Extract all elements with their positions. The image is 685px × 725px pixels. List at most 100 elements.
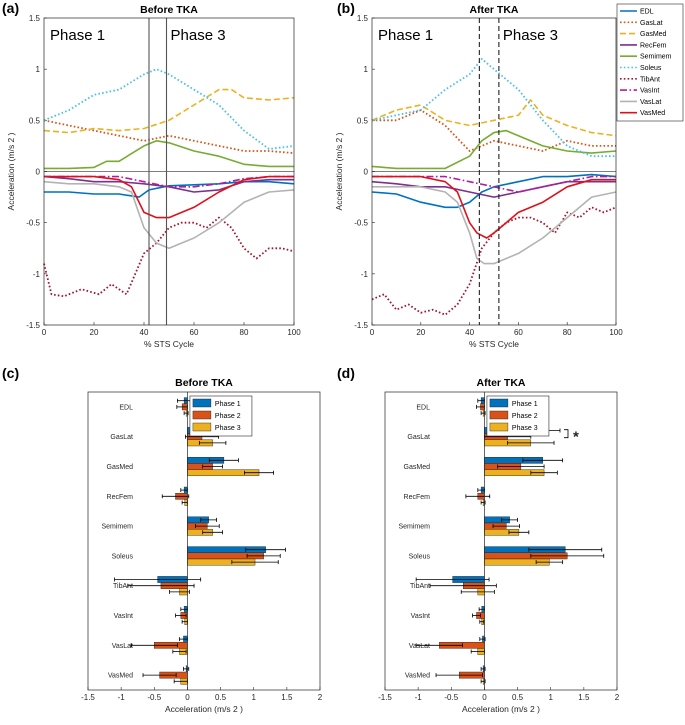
axes-frame	[371, 17, 617, 326]
legend-label-phase-2: Phase 2	[215, 413, 241, 420]
category-label-soleus: Soleus	[409, 553, 431, 560]
panel-a-line-chart: 0 20 40 60 80 100 1.5 1 0.5 0 -0.5 -1 -1.5 Phase 1 Pha…	[6, 4, 301, 349]
x-tick-label: 0.5	[512, 693, 524, 702]
legend-label-phase-2: Phase 2	[512, 413, 538, 420]
y-tick-label: -1	[361, 270, 369, 279]
category-label-gasmed: GasMed	[107, 464, 134, 471]
x-tick-label: 2	[615, 693, 620, 702]
series-line-gaslat	[43, 119, 295, 154]
category-label-gaslat: GasLat	[407, 434, 430, 441]
significance-asterisk: *	[573, 429, 579, 446]
category-label-vasmed: VasMed	[108, 673, 133, 680]
x-tick-label: -1.5	[81, 693, 95, 702]
axes-frame	[384, 391, 618, 691]
x-tick-label: 20	[416, 328, 425, 337]
legend-label-phase-1: Phase 1	[215, 401, 241, 408]
chart-title: Before TKA	[140, 4, 198, 16]
category-label-gasmed: GasMed	[404, 464, 431, 471]
x-tick-label: 80	[563, 328, 572, 337]
x-tick-label: 1.5	[578, 693, 590, 702]
x-tick-label: 1.5	[281, 693, 293, 702]
panel-c-bar-chart: -1.5 -1 -0.5 0 0.5 1 1.5 2 EDL GasLat GasMed RecFem…	[81, 377, 323, 714]
phase-1-label: Phase 1	[50, 27, 105, 44]
y-tick-label: -1.5	[354, 321, 368, 330]
category-label-edl: EDL	[119, 404, 133, 411]
legend-label-vaslat: VasLat	[640, 99, 661, 106]
category-label-semimem: Semimem	[101, 524, 133, 531]
y-axis-label: Acceleration (m/s 2 )	[334, 132, 344, 210]
y-tick-label: 1.5	[357, 14, 369, 23]
y-axis-label: Acceleration (m/s 2 )	[6, 132, 16, 210]
category-label-vaslat: VasLat	[112, 643, 133, 650]
x-tick-label: 40	[140, 328, 149, 337]
legend-swatch-phase-3	[489, 422, 509, 432]
series-legend: EDL GasLat GasMed RecFem Semimem Soleus TibAnt…	[616, 3, 684, 122]
category-label-vaslat: VasLat	[409, 643, 430, 650]
legend-swatch-phase-1	[192, 398, 212, 408]
series-line-semimem	[371, 129, 617, 170]
x-tick-label: 0	[370, 328, 375, 337]
x-tick-label: 0.5	[215, 693, 227, 702]
x-tick-label: 100	[609, 328, 623, 337]
y-tick-label: 0.5	[357, 116, 369, 125]
chart-title: After TKA	[477, 377, 526, 389]
series-line-vasmed	[44, 175, 294, 219]
category-label-tibant: TibAnt	[410, 583, 430, 590]
phase-3-label: Phase 3	[171, 27, 226, 44]
series-line-vaslat	[43, 180, 295, 250]
series-line-vaslat	[372, 186, 617, 265]
x-axis-label: % STS Cycle	[469, 339, 519, 349]
series-line-vasint	[372, 175, 616, 193]
category-label-recfem: RecFem	[107, 494, 134, 501]
y-tick-label: 0	[364, 168, 369, 177]
series-line-edl	[371, 173, 617, 209]
panel-letter-b: (b)	[337, 0, 355, 16]
x-axis-label: % STS Cycle	[144, 339, 194, 349]
x-axis-label: Acceleration (m/s 2 )	[165, 704, 243, 714]
y-tick-label: -0.5	[26, 219, 40, 228]
y-tick-label: -0.5	[354, 219, 368, 228]
category-label-semimem: Semimem	[398, 524, 430, 531]
legend-swatch-phase-2	[192, 410, 212, 420]
series-line-semimem	[44, 140, 294, 170]
x-tick-label: 0	[185, 693, 190, 702]
x-tick-label: 1	[548, 693, 553, 702]
y-tick-label: -1	[33, 270, 41, 279]
panel-b-line-chart: 0 20 40 60 80 100 1.5 1 0.5 0 -0.5 -1 -1.5 Phase 1 Pha…	[334, 4, 623, 349]
x-tick-label: 100	[287, 328, 301, 337]
series-line-recfem	[371, 180, 616, 198]
category-label-soleus: Soleus	[112, 553, 134, 560]
y-tick-label: 1	[364, 65, 369, 74]
category-label-vasint: VasInt	[411, 613, 430, 620]
x-tick-label: 0	[482, 693, 487, 702]
legend-label-phase-3: Phase 3	[512, 425, 538, 432]
y-tick-label: 0.5	[29, 116, 41, 125]
series-line-soleus	[371, 58, 616, 158]
x-tick-label: -0.5	[444, 693, 458, 702]
x-tick-label: 60	[190, 328, 199, 337]
panel-d-bar-chart: -1.5 -1 -0.5 0 0.5 1 1.5 2 EDL GasLat GasMed RecFem…	[378, 377, 620, 714]
chart-title: After TKA	[470, 4, 519, 16]
category-label-vasint: VasInt	[114, 613, 133, 620]
legend-label-vasint: VasInt	[640, 88, 659, 95]
panel-letter-c: (c)	[2, 365, 19, 381]
legend-label-edl: EDL	[640, 9, 654, 16]
axes-frame	[43, 17, 295, 326]
y-tick-label: 1	[36, 65, 41, 74]
category-label-tibant: TibAnt	[113, 583, 133, 590]
panel-letter-a: (a)	[2, 0, 19, 16]
legend-label-gaslat: GasLat	[640, 20, 663, 27]
series-line-gasmed	[371, 99, 617, 137]
x-tick-label: -1.5	[378, 693, 392, 702]
panel-letter-d: (d)	[337, 365, 355, 381]
legend-label-gasmed: GasMed	[640, 31, 667, 38]
category-label-gaslat: GasLat	[110, 434, 133, 441]
x-axis-label: Acceleration (m/s 2 )	[462, 704, 540, 714]
legend-label-soleus: Soleus	[640, 65, 662, 72]
category-label-edl: EDL	[416, 404, 430, 411]
series-line-gaslat	[372, 109, 616, 152]
x-tick-label: 80	[240, 328, 249, 337]
category-label-vasmed: VasMed	[405, 673, 430, 680]
series-line-vasmed	[372, 175, 616, 239]
